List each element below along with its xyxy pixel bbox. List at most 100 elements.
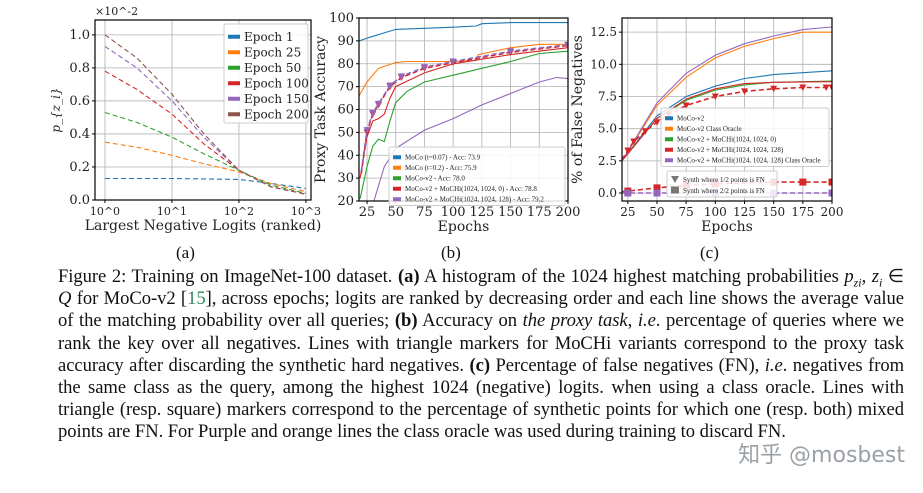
triangle-marker (770, 85, 778, 93)
caption-text: (b) (394, 310, 418, 332)
panel-label-a: (a) (176, 243, 195, 262)
y-tick-label: 0.0 (598, 186, 617, 200)
triangle-marker (653, 119, 661, 126)
panel-label-b: (b) (441, 243, 461, 262)
y-tick-label: 30 (337, 171, 354, 186)
citation-link[interactable]: 15 (187, 288, 206, 310)
x-tick-label: 50 (387, 205, 404, 220)
caption-text: i.e (764, 354, 783, 376)
triangle-marker (630, 138, 638, 146)
triangle-marker (375, 100, 383, 108)
y-tick-label: 2.5 (598, 154, 617, 168)
square-marker (653, 189, 661, 197)
x-tick-label: 200 (556, 205, 581, 220)
legend-swatch (393, 155, 401, 160)
x-tick-label: 10^2 (224, 205, 254, 218)
x-tick-label: 25 (359, 205, 376, 220)
triangle-marker (363, 127, 371, 134)
series-line-0 (622, 70, 832, 162)
watermark: 知乎 @mosbest (738, 443, 905, 468)
x-tick-label: 100 (441, 205, 466, 220)
y-tick-label: 7.5 (598, 90, 617, 104)
x-tick-label: 175 (791, 205, 814, 219)
y-tick-label: 40 (337, 148, 354, 163)
caption-text: for MoCo-v2 [ (71, 288, 188, 310)
y-tick-label: 0.2 (69, 160, 90, 175)
triangle-marker (564, 41, 568, 49)
marker-legend-label: Synth where 2/2 points is FN (683, 187, 765, 195)
x-axis-label: Epochs (438, 219, 490, 235)
triangle-marker (741, 88, 748, 95)
series-line-2 (104, 111, 307, 194)
legend-label: MoCo-v2 + MoCHi(1024, 1024, 128) - Acc: … (405, 196, 544, 204)
legend-label: MoCo-v2 + MoCHi(1024, 1024, 0) - Acc: 78… (405, 185, 537, 193)
plot-frame (621, 17, 833, 202)
y-tick-label: 5.0 (598, 122, 617, 136)
legend: MoCo-v2 MoCo-v2 Class Oracle MoCo-v2 + MoC… (660, 107, 830, 167)
triangle-marker (507, 48, 515, 55)
series-line-6 (360, 44, 568, 172)
legend-swatch (228, 112, 240, 117)
y-tick-label: 12.5 (590, 25, 617, 39)
legend-swatch (665, 158, 673, 163)
y-axis-label: p_{z_i} (49, 87, 63, 132)
legend-swatch (393, 176, 401, 181)
square-marker (624, 189, 632, 197)
marker-legend-label: Synth where 1/2 points is FN (683, 176, 765, 184)
series-line-1 (622, 31, 832, 162)
legend-label: Epoch 25 (244, 45, 301, 59)
x-tick-label: 150 (498, 205, 523, 220)
triangle-marker (822, 84, 830, 91)
figure-caption: Figure 2: Training on ImageNet-100 datas… (58, 266, 904, 444)
y-tick-label: 70 (337, 80, 354, 95)
legend-label: MoCo-v2 + MoCHi(1024, 1024, 128) Class O… (677, 157, 821, 165)
series-line-3 (622, 81, 832, 162)
legend-swatch (228, 96, 240, 101)
legend-box (388, 146, 566, 206)
y-tick-label: 0.4 (69, 127, 90, 142)
legend-swatch (393, 165, 401, 170)
legend-label: MoCo (t=0.2) - Acc: 75.9 (405, 164, 477, 172)
caption-text: . percentage of queries where we rank th… (58, 310, 904, 376)
marker-legend: Synth where 1/2 points is FN Synth where … (666, 170, 778, 198)
y-tick-label: 90 (337, 34, 354, 49)
chart-b: 25 50 75 100 125 150 175 2002030405060708090100… (313, 11, 580, 235)
triangle-marker (799, 84, 807, 91)
caption-text: p (844, 266, 854, 287)
legend-swatch (228, 50, 240, 55)
legend-label: MoCo-v2 + MoCHi(1024, 1024, 128) (677, 146, 784, 154)
caption-text: (a) (397, 266, 420, 287)
legend-label: MoCo-v2 - Acc: 78.0 (405, 175, 465, 183)
series-line-1 (104, 141, 307, 193)
legend-label: Epoch 1 (244, 30, 294, 44)
y-tick-label: 100 (329, 11, 354, 26)
caption-text: (c) (469, 354, 491, 376)
triangle-marker (386, 82, 394, 89)
legend-box (660, 107, 830, 167)
legend-swatch (228, 34, 240, 39)
triangle-marker-icon (671, 176, 679, 183)
caption-text: Accuracy on (417, 310, 523, 332)
caption-text: ], across epochs; logits are ranked by d… (58, 288, 904, 332)
x-tick-label: 10^1 (157, 205, 187, 218)
series-line-3 (359, 47, 568, 179)
x-tick-label: 125 (733, 205, 756, 219)
triangle-marker (420, 64, 428, 71)
legend-swatch (393, 197, 401, 202)
caption-text: zi (853, 275, 862, 290)
chart-c: 25 50 75 100 125 150 175 200 0.0 2.5 5.0 7.5 10.0 12.… (570, 17, 843, 235)
series-line-4 (622, 26, 832, 162)
x-tick-label: 100 (704, 205, 727, 219)
y-tick-label: 50 (337, 125, 354, 140)
x-tick-label: 10^0 (90, 205, 120, 218)
legend-label: MoCo-v2 (677, 115, 705, 123)
legend-label: MoCo-v2 + MoCHi(1024, 1024, 0) (677, 136, 777, 144)
legend-label: Epoch 150 (244, 92, 309, 106)
panel-label-c: (c) (700, 243, 719, 262)
series-line-5 (104, 34, 307, 195)
series-line-6 (622, 181, 832, 193)
y-tick-label: 0.6 (69, 94, 90, 109)
triangle-marker (369, 109, 377, 117)
legend-box (223, 23, 309, 124)
